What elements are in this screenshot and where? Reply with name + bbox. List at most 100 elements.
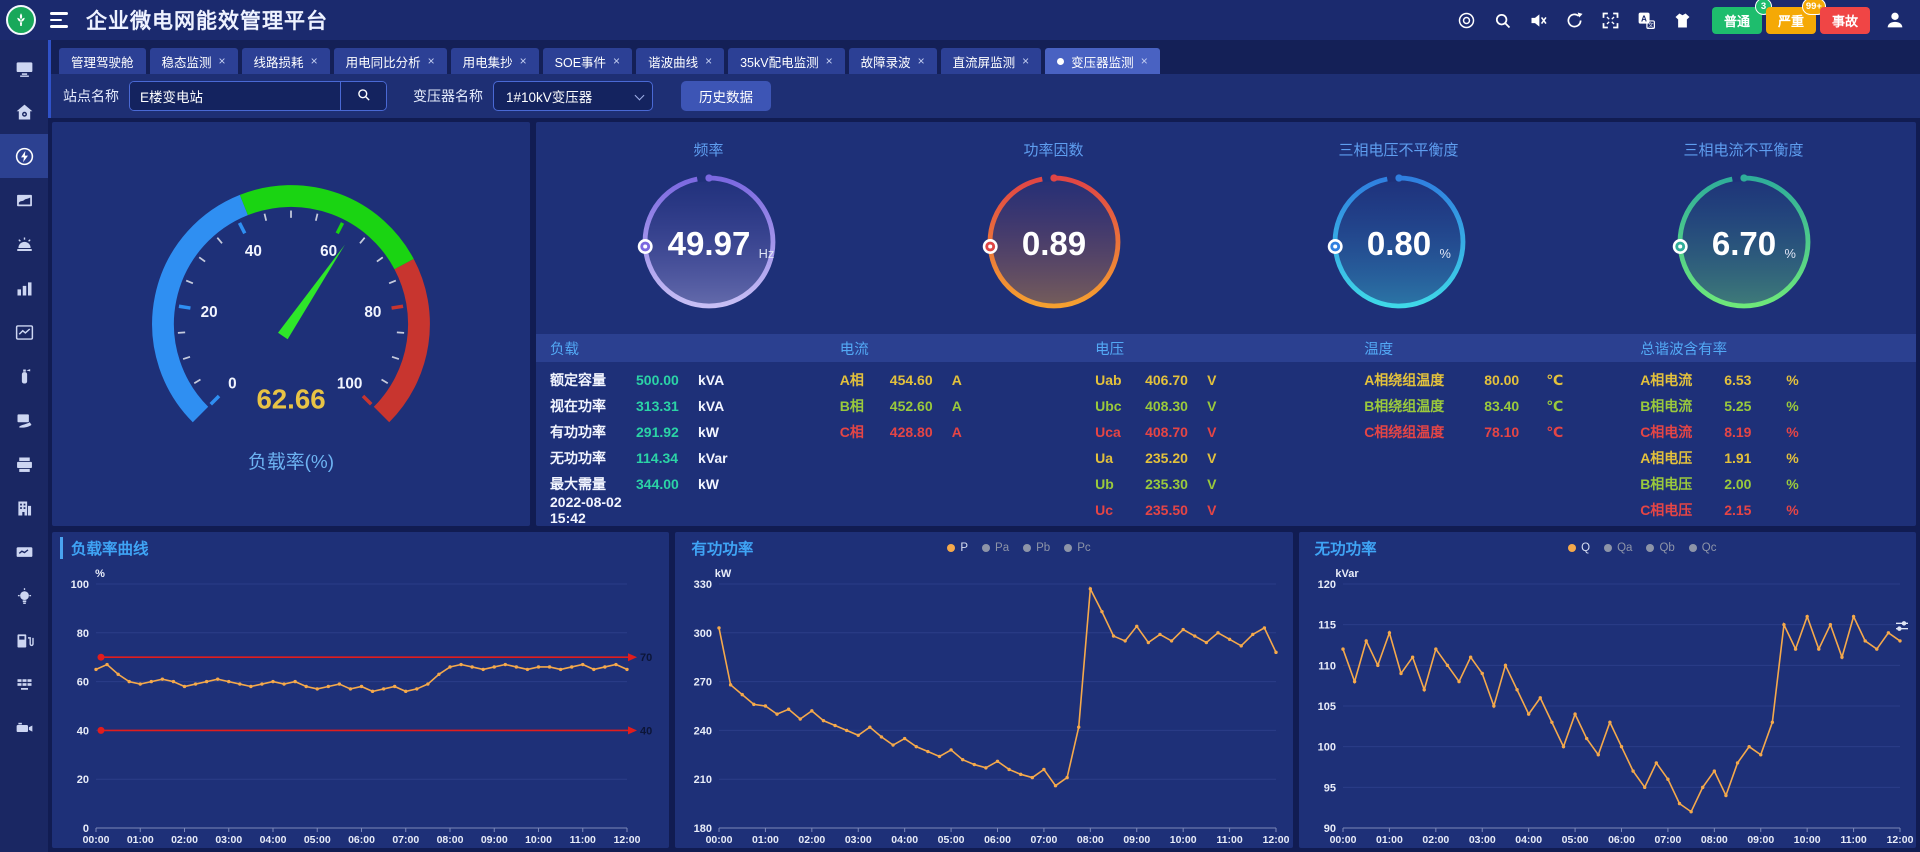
svg-text:70: 70 (640, 652, 652, 664)
row-label: C相电流 (1640, 424, 1693, 440)
svg-text:10:00: 10:00 (525, 834, 552, 846)
tab-close-icon[interactable]: × (310, 54, 318, 68)
row-unit: ℃ (1546, 423, 1564, 440)
tab-close-icon[interactable]: × (1140, 54, 1148, 68)
charts-row: 负载率曲线 0 20 40 60 80 100% 00:00 01:00 02:00 03:00 04… (52, 532, 1916, 848)
sidebar-item-home[interactable] (0, 90, 48, 134)
sidebar-item-charger[interactable] (0, 618, 48, 662)
chevron-down-icon (634, 90, 645, 101)
sidebar-item-alarm[interactable] (0, 222, 48, 266)
mute-icon[interactable] (1528, 9, 1550, 31)
tab-close-icon[interactable]: × (218, 54, 226, 68)
tab-谐波曲线[interactable]: 谐波曲线 × (636, 48, 725, 74)
ring-gauge-value: 0.80 (1366, 225, 1430, 262)
svg-text:80: 80 (77, 628, 89, 640)
legend-item-P[interactable]: P (947, 542, 968, 554)
row-label: 最大需量 (550, 476, 606, 492)
legend-item-Qc[interactable]: Qc (1688, 542, 1717, 554)
sidebar-item-trend[interactable] (0, 310, 48, 354)
history-data-button[interactable]: 历史数据 (681, 81, 771, 111)
table-header-电压: 电压 (1095, 341, 1125, 358)
tab-35kV配电监测[interactable]: 35kV配电监测 × (728, 48, 845, 74)
tab-SOE事件[interactable]: SOE事件 × (542, 48, 633, 74)
svg-text:05:00: 05:00 (1561, 834, 1588, 846)
sidebar-item-building[interactable] (0, 486, 48, 530)
table-row: B相 452.60 A (826, 393, 1081, 419)
sidebar-item-bulb[interactable] (0, 574, 48, 618)
table-row: C相 428.80 A (826, 419, 1081, 445)
row-value: 452.60 (889, 398, 933, 414)
sidebar-item-energy[interactable] (0, 134, 48, 178)
shirt-icon[interactable] (1672, 9, 1694, 31)
sidebar-item-report[interactable] (0, 178, 48, 222)
sidebar-item-grid[interactable] (0, 662, 48, 706)
row-label: 无功功率 (550, 450, 606, 466)
legend-item-Pa[interactable]: Pa (982, 542, 1009, 554)
svg-text:40: 40 (640, 725, 652, 737)
search-button[interactable] (340, 82, 386, 110)
menu-toggle-icon[interactable] (50, 12, 70, 28)
row-label: A相电压 (1640, 450, 1693, 466)
tab-close-icon[interactable]: × (427, 54, 435, 68)
chart-canvas: 0 20 40 60 80 100% 00:00 01:00 02:00 03:00 04:00 05… (52, 564, 669, 848)
user-icon[interactable] (1884, 9, 1906, 31)
sidebar-item-extinguisher[interactable] (0, 354, 48, 398)
legend-item-Qa[interactable]: Qa (1604, 542, 1632, 554)
row-unit: V (1207, 450, 1217, 466)
search-icon[interactable] (1492, 9, 1514, 31)
at-circle-icon[interactable] (1456, 9, 1478, 31)
tab-管理驾驶舱[interactable]: 管理驾驶舱 (59, 48, 146, 74)
tab-close-icon[interactable]: × (917, 54, 925, 68)
tab-close-icon[interactable]: × (705, 54, 713, 68)
sidebar-item-screen[interactable] (0, 46, 48, 90)
status-button-普通[interactable]: 普通 3 (1711, 0, 1772, 34)
sidebar-item-monitor-trend[interactable] (0, 530, 48, 574)
sidebar-item-card[interactable] (0, 398, 48, 442)
status-button-事故[interactable]: 事故 (1819, 6, 1870, 34)
tab-用电同比分析[interactable]: 用电同比分析 × (333, 48, 447, 74)
table-row: A相绕组温度 80.00 ℃ (1350, 367, 1626, 393)
row-unit: A (951, 372, 962, 388)
svg-text:00:00: 00:00 (83, 834, 110, 846)
svg-text:05:00: 05:00 (938, 834, 965, 846)
tab-变压器监测[interactable]: 变压器监测 × (1045, 48, 1160, 74)
refresh-icon[interactable] (1564, 9, 1586, 31)
site-name-input[interactable] (130, 82, 340, 110)
tab-close-icon[interactable]: × (825, 54, 833, 68)
tab-close-icon[interactable]: × (613, 54, 621, 68)
fullscreen-icon[interactable] (1600, 9, 1622, 31)
tab-线路损耗[interactable]: 线路损耗 × (241, 48, 330, 74)
home-icon (16, 104, 32, 119)
ring-gauge-dial: 0.89 (982, 173, 1120, 308)
metrics-table-header: 负载 电流 电压 温度 总谐波含有率 (536, 334, 1916, 362)
legend-item-Q[interactable]: Q (1568, 542, 1590, 554)
svg-text:115: 115 (1318, 620, 1336, 632)
tab-close-icon[interactable]: × (1022, 54, 1030, 68)
legend-item-Pb[interactable]: Pb (1023, 542, 1050, 554)
row-unit: V (1207, 424, 1217, 440)
table-header-电流: 电流 (839, 341, 869, 358)
legend-label: P (960, 542, 969, 554)
sidebar-item-camera[interactable] (0, 706, 48, 750)
tab-稳态监测[interactable]: 稳态监测 × (149, 48, 238, 74)
status-button-严重[interactable]: 严重 99+ (1765, 0, 1826, 34)
tab-close-icon[interactable]: × (519, 54, 527, 68)
transformer-select[interactable]: 1#10kV变压器 (493, 81, 653, 111)
table-row: A相 454.60 A (826, 367, 1081, 393)
table-row: C相电压 2.15% (1626, 497, 1916, 523)
sidebar-item-printer[interactable] (0, 442, 48, 486)
load-rate-gauge-panel: 0 20 40 60 80 100 62.66 负载率(%) (52, 122, 530, 526)
sidebar-item-bar-chart[interactable] (0, 266, 48, 310)
row-label: A相 (839, 372, 864, 388)
tab-用电集抄[interactable]: 用电集抄 × (450, 48, 539, 74)
svg-text:07:00: 07:00 (1031, 834, 1058, 846)
table-row: 视在功率 313.31 kVA (536, 393, 826, 419)
legend-item-Qb[interactable]: Qb (1646, 542, 1675, 554)
tab-label: 用电同比分析 (345, 55, 421, 70)
chart-settings-icon[interactable] (1894, 618, 1910, 639)
legend-item-Pc[interactable]: Pc (1064, 542, 1091, 554)
tab-故障录波[interactable]: 故障录波 × (848, 48, 937, 74)
tab-直流屏监测[interactable]: 直流屏监测 × (940, 48, 1042, 74)
